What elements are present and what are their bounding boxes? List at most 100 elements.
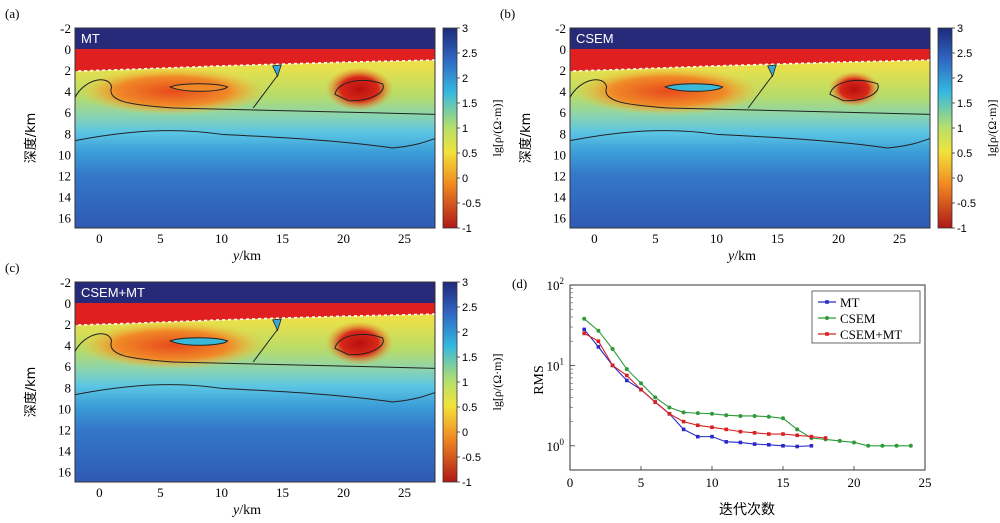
data-point [582,316,587,321]
rms-x-tick-label: 5 [638,475,645,490]
series-csem [582,316,913,448]
data-point [795,433,799,438]
data-point [837,438,842,443]
panel-letter: (c) [5,260,19,275]
colorbar-tick-label: 0.5 [462,402,477,414]
fault-line [747,75,773,109]
warm-zone [77,321,268,370]
legend-label: MT [840,295,860,310]
central-lens [168,337,229,346]
data-point [667,412,672,416]
data-point [766,414,771,419]
y-tick-label: 5 [157,231,164,246]
data-point [823,436,828,440]
depth-tick-label: 12 [553,168,566,183]
depth-tick-label: 0 [65,296,72,311]
colorbar-tick-label: 1.5 [462,98,477,110]
air-layer [570,28,930,50]
y-tick-label: 15 [276,485,289,500]
warm-zone [572,67,763,116]
colorbar-tick-label: 3 [462,23,468,35]
data-point [724,427,728,432]
depth-tick-label: 14 [58,189,72,204]
method-label: CSEM [576,31,614,46]
data-point [710,425,714,430]
depth-tick-label: 6 [560,105,567,120]
data-point [625,378,629,383]
rms-x-tick-label: 0 [567,475,574,490]
data-point [596,345,601,349]
y-tick-label: 0 [96,485,103,500]
central-lens [663,83,724,92]
depth-tick-label: 14 [553,189,567,204]
data-point [738,429,743,434]
depth-tick-label: 8 [65,126,72,141]
y-tick-label: 5 [157,485,164,500]
warm-zone [77,67,268,116]
depth-tick-label: 0 [560,42,567,57]
data-point [781,443,785,448]
depth-tick-label: 10 [58,147,71,162]
dike-body [272,318,282,332]
data-point [738,413,743,418]
colorbar-tick-label: 0 [957,173,963,185]
series-csem-plus-mt [582,331,828,440]
method-label: MT [81,31,100,46]
data-point [667,405,672,410]
data-point [894,443,899,448]
colorbar-tick-label: 0 [462,173,468,185]
colorbar-tick-label: 2 [957,73,963,85]
y-tick-label: 20 [337,231,350,246]
colorbar [442,281,458,483]
depth-tick-label: 16 [553,210,567,225]
panel-letter: (b) [500,6,515,21]
air-layer [75,282,435,304]
body-contour [334,80,384,102]
y-tick-label: 25 [398,485,411,500]
y-tick-label: 5 [652,231,659,246]
y-axis-label: y/km [231,249,261,264]
data-point [596,339,601,343]
depth-tick-label: 4 [65,84,72,99]
upper-contour [569,79,931,115]
data-point [767,442,771,447]
y-tick-label: 0 [591,231,598,246]
y-tick-label: 25 [893,231,906,246]
panel-frame [74,281,436,483]
y-tick-label: 20 [337,485,350,500]
y-tick-label: 15 [771,231,784,246]
colorbar-tick-label: -1 [462,223,472,235]
y-axis-label: y/km [231,503,261,518]
data-point [781,416,785,421]
data-point [908,443,913,448]
colorbar-tick-label: 2.5 [957,48,972,60]
rms-x-tick-label: 25 [919,475,932,490]
y-tick-label: 20 [832,231,845,246]
colorbar [937,27,953,229]
data-point [610,363,615,368]
central-lens [168,83,229,92]
depth-axis-label: 深度/km [23,113,39,164]
panel-letter-d: (d) [512,276,527,291]
colorbar-tick-label: 2.5 [462,302,477,314]
colorbar-tick-label: 1 [462,123,468,135]
rms-y-tick-label: 100 [547,437,565,454]
rms-y-tick-label: 101 [547,356,565,373]
panel-frame [569,27,931,229]
rms-chart: (d) 0 5 10 15 20 25 100 101 102 RMS 迭代次数 MTCSEMC… [512,276,932,518]
data-point [610,346,615,351]
high-resistivity-body [828,71,881,108]
colorbar-label: lg[ρ/(Ω·m)] [490,100,504,157]
colorbar-tick-label: 2 [462,73,468,85]
data-point [639,387,643,392]
legend-label: CSEM [840,311,876,326]
colorbar-tick-label: 1.5 [957,98,972,110]
data-point [767,432,771,436]
y-tick-label: 15 [276,231,289,246]
data-point [710,411,714,416]
data-point [809,443,814,448]
y-tick-label: 10 [710,231,723,246]
fault-line [252,75,278,109]
